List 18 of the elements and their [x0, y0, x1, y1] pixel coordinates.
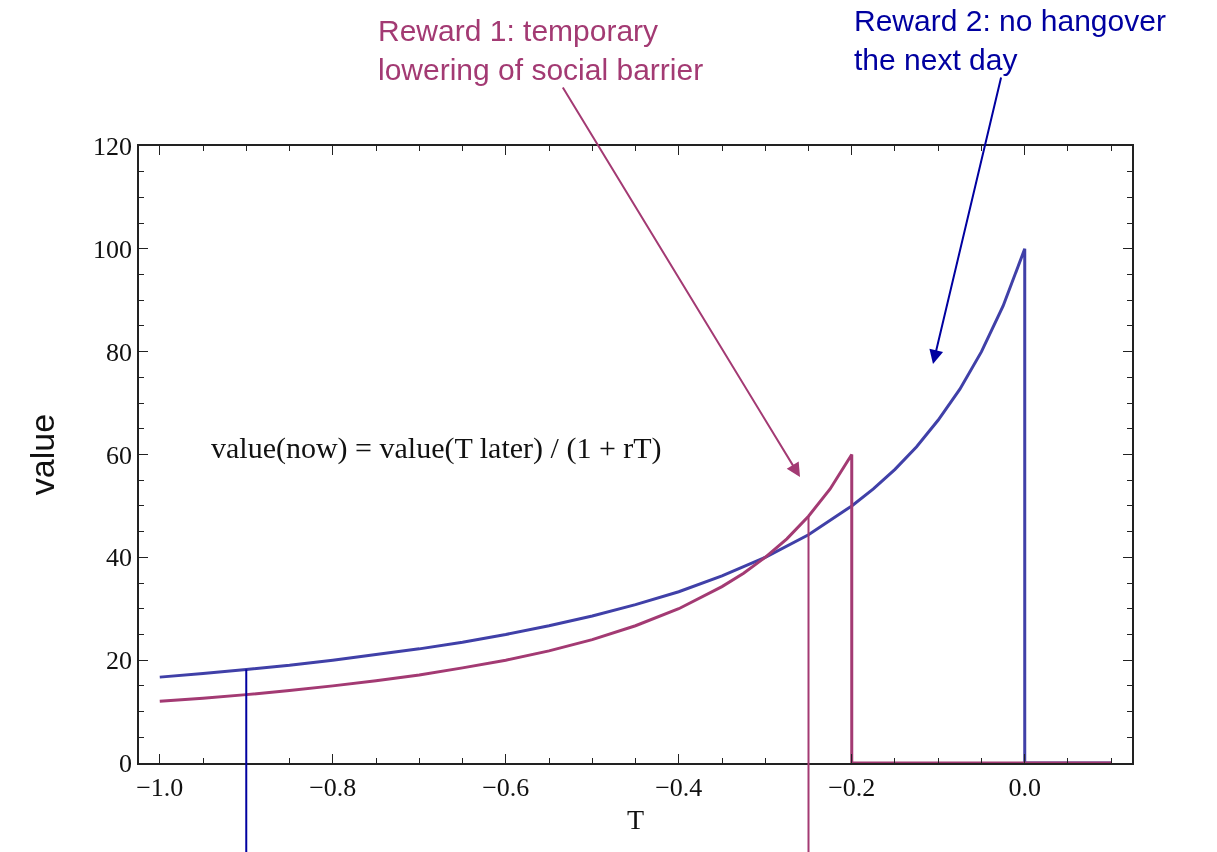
text: Reward 1: temporary lowering of social barrier [378, 14, 704, 86]
y-tick-label: 100 [93, 234, 133, 264]
text: Reward 2: no hangover the next day [854, 4, 1166, 76]
y-tick-label: 80 [106, 337, 133, 367]
y-axis-title: value [23, 413, 62, 496]
x-axis-title: T [626, 803, 645, 835]
y-tick-label: 20 [106, 646, 133, 676]
y-tick-label: 120 [93, 132, 133, 162]
y-tick-label: 60 [106, 440, 133, 470]
x-tick-label: −0.4 [655, 772, 703, 802]
annotation: value(now) = value(T later) / (1 + rT) [211, 431, 662, 465]
y-tick-label: 40 [106, 543, 133, 573]
x-tick-label: −0.2 [828, 772, 876, 802]
x-tick-label: −1.0 [136, 772, 184, 802]
x-tick-label: 0.0 [1008, 772, 1041, 802]
x-tick-label: −0.6 [482, 772, 530, 802]
y-tick-label: 0 [119, 749, 133, 779]
x-tick-label: −0.8 [309, 772, 357, 802]
